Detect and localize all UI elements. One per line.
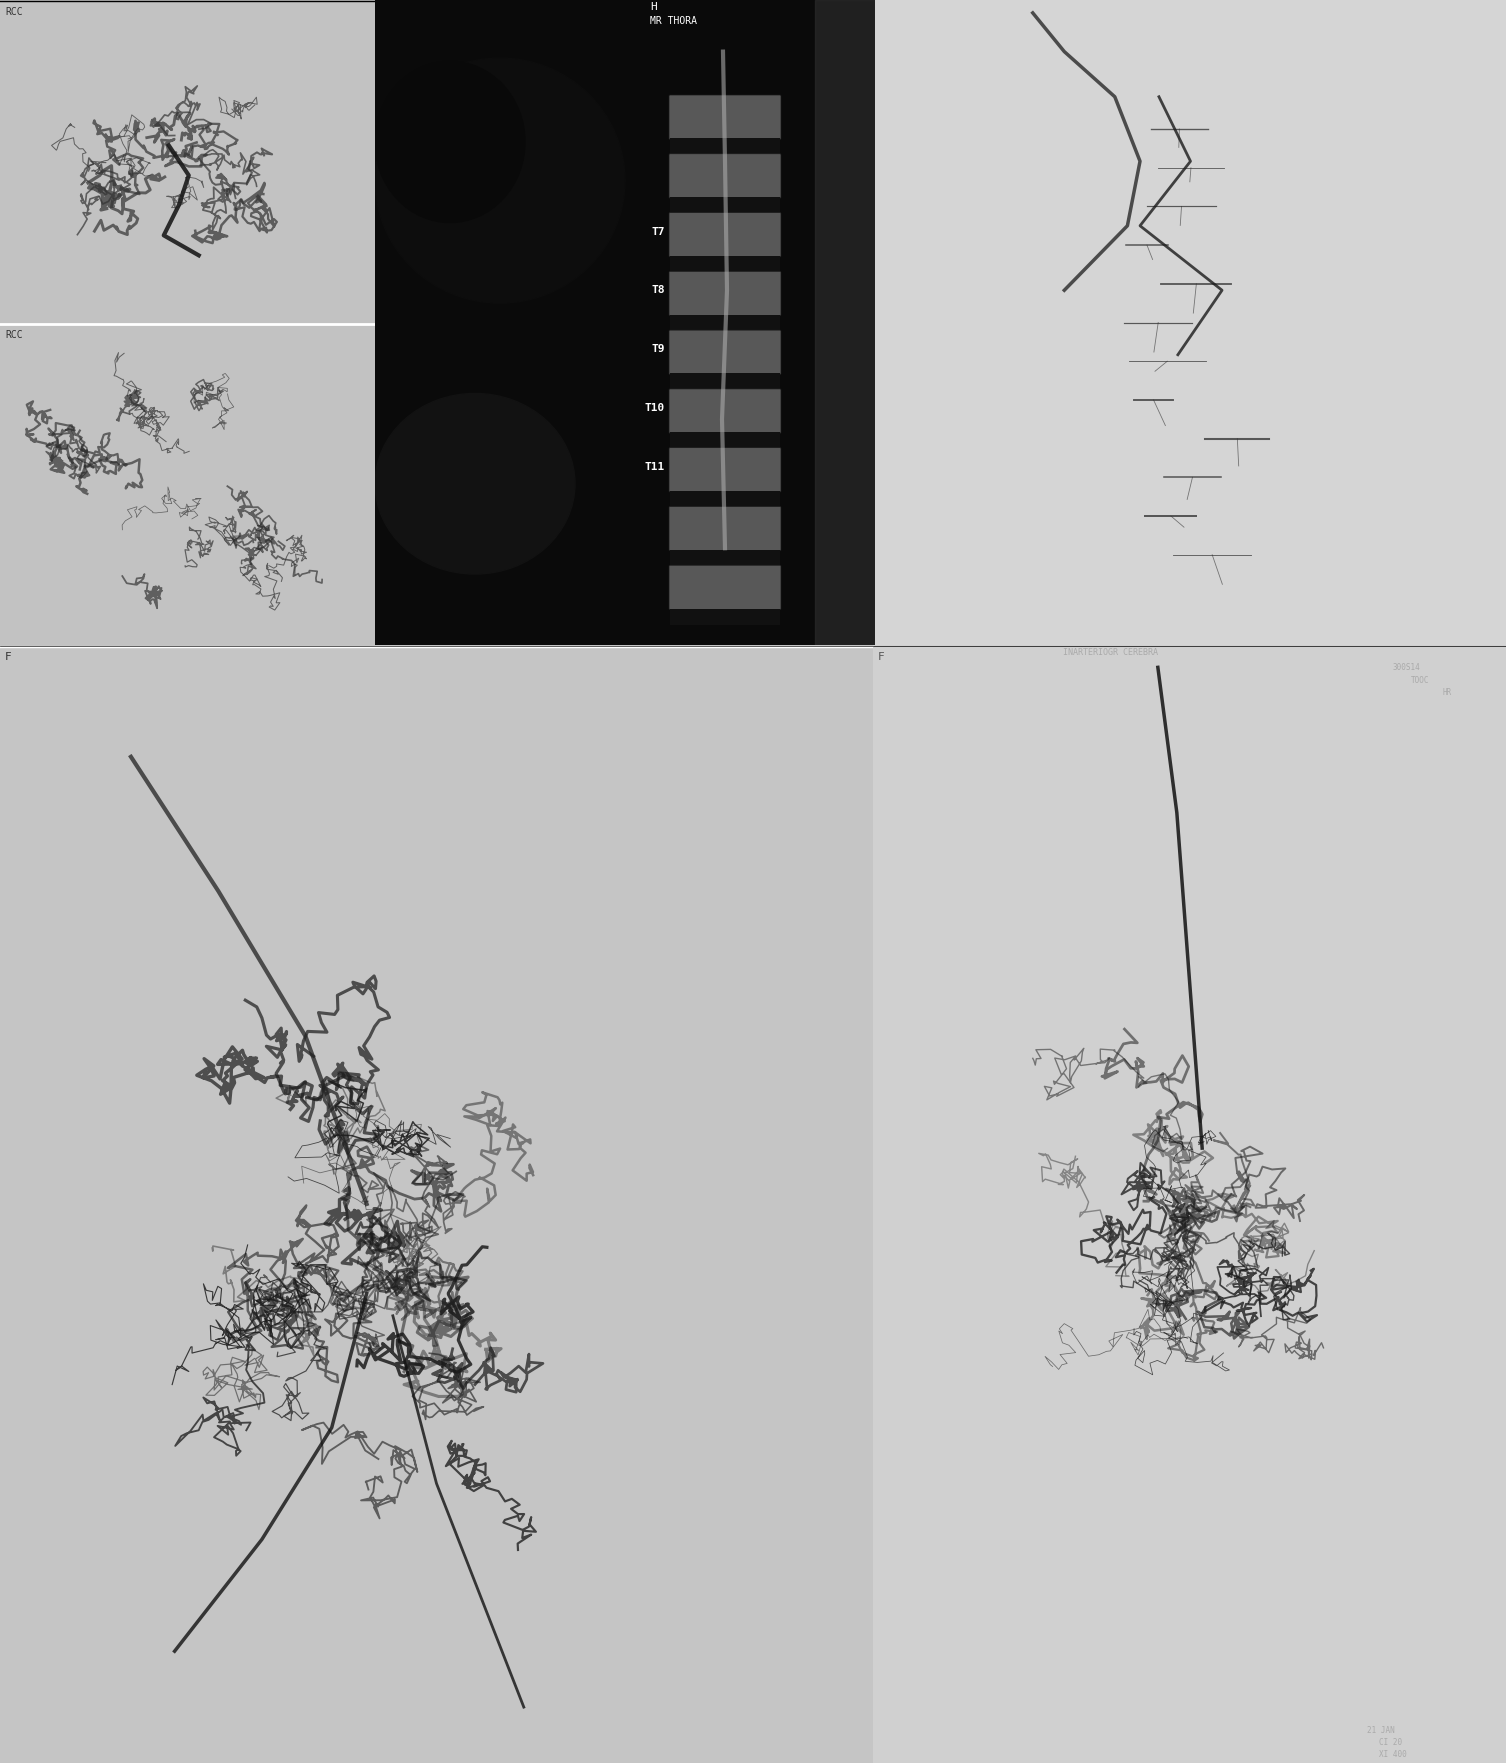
Bar [670,256,780,272]
Text: 300S14: 300S14 [1392,663,1420,672]
Text: T7: T7 [652,227,666,236]
FancyBboxPatch shape [669,153,782,197]
FancyBboxPatch shape [669,213,782,257]
FancyBboxPatch shape [669,566,782,610]
Text: CI 20: CI 20 [1379,1738,1402,1747]
Text: T9: T9 [652,344,666,354]
Bar [670,550,780,566]
Ellipse shape [375,393,575,575]
FancyBboxPatch shape [669,448,782,492]
Ellipse shape [375,62,526,222]
Bar [670,374,780,390]
Text: RCC: RCC [5,330,23,340]
Bar [670,432,780,448]
FancyBboxPatch shape [669,330,782,374]
FancyBboxPatch shape [669,272,782,316]
FancyBboxPatch shape [669,506,782,550]
Ellipse shape [375,58,625,303]
Bar [670,314,780,331]
Text: HR: HR [1443,688,1452,696]
Text: T10: T10 [645,404,666,413]
Text: F: F [5,652,12,661]
Text: H: H [651,2,657,12]
Text: T8: T8 [652,286,666,296]
Text: MR THORA: MR THORA [651,16,697,26]
Bar [670,138,780,155]
Text: INARTERIOGR CEREBRA: INARTERIOGR CEREBRA [1063,649,1158,658]
Bar [670,490,780,508]
Text: T11: T11 [645,462,666,472]
Text: F: F [878,652,884,661]
Text: 21 JAN: 21 JAN [1367,1726,1395,1735]
FancyBboxPatch shape [669,390,782,434]
Text: XI 400: XI 400 [1379,1751,1407,1759]
Text: RCC: RCC [5,7,23,18]
FancyBboxPatch shape [669,95,782,139]
Bar [670,608,780,626]
Text: TOOC: TOOC [1411,675,1429,686]
Bar [670,197,780,213]
